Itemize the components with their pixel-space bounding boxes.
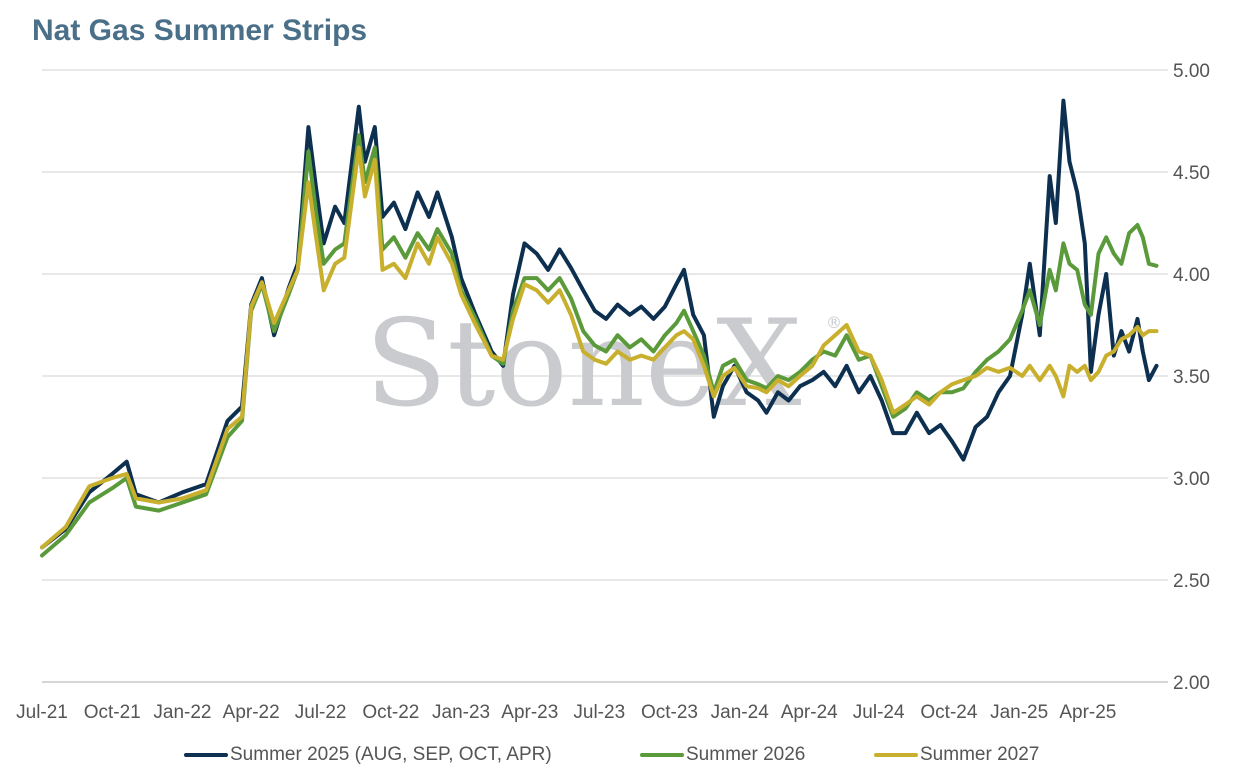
y-tick-label: 2.50: [1173, 571, 1210, 592]
x-tick-label: Apr-25: [1059, 702, 1116, 723]
x-tick-label: Apr-24: [781, 702, 838, 723]
gridlines: [42, 69, 1168, 683]
y-tick-label: 5.00: [1173, 61, 1210, 82]
legend: Summer 2025 (AUG, SEP, OCT, APR) Summer …: [0, 742, 1238, 768]
y-tick-label: 4.00: [1173, 265, 1210, 286]
watermark-registered-mark: ®: [826, 313, 842, 332]
y-tick-label: 2.00: [1173, 673, 1210, 694]
series-lines: [40, 98, 1159, 558]
x-tick-label: Oct-21: [84, 702, 141, 723]
legend-label-summer-2026: Summer 2026: [686, 744, 806, 765]
series-line-2: [40, 145, 1159, 550]
x-tick-label: Jan-24: [711, 702, 770, 723]
legend-swatch-summer-2027: [874, 753, 918, 757]
x-tick-label: Oct-22: [362, 702, 419, 723]
x-tick-label: Oct-23: [641, 702, 698, 723]
x-tick-label: Jul-22: [295, 702, 347, 723]
y-tick-label: 4.50: [1173, 163, 1210, 184]
legend-item-summer-2027: Summer 2027: [874, 742, 1039, 768]
legend-label-summer-2027: Summer 2027: [920, 744, 1040, 765]
series-line-1: [40, 133, 1159, 558]
legend-swatch-summer-2026: [640, 753, 684, 757]
x-tick-label: Jul-23: [573, 702, 625, 723]
x-axis-tick-labels: Jul-21 Oct-21 Jan-22 Apr-22 Jul-22 Oct-22 Jan-…: [16, 702, 1116, 723]
x-tick-label: Jul-24: [853, 702, 905, 723]
legend-item-summer-2026: Summer 2026: [640, 742, 805, 768]
x-tick-label: Jan-23: [432, 702, 490, 723]
chart-title: Nat Gas Summer Strips: [32, 14, 368, 47]
x-tick-label: Apr-23: [501, 702, 558, 723]
y-tick-label: 3.00: [1173, 469, 1210, 490]
x-tick-label: Apr-22: [223, 702, 280, 723]
legend-swatch-summer-2025: [184, 753, 228, 757]
y-axis-tick-labels: 2.00 2.50 3.00 3.50 4.00 4.50 5.00: [1173, 61, 1210, 694]
x-tick-label: Oct-24: [920, 702, 977, 723]
y-tick-label: 3.50: [1173, 367, 1210, 388]
x-tick-label: Jan-22: [153, 702, 211, 723]
legend-item-summer-2025: Summer 2025 (AUG, SEP, OCT, APR): [184, 742, 552, 768]
legend-label-summer-2025: Summer 2025 (AUG, SEP, OCT, APR): [230, 744, 552, 765]
x-tick-label: Jan-25: [990, 702, 1048, 723]
x-tick-label: Jul-21: [16, 702, 68, 723]
